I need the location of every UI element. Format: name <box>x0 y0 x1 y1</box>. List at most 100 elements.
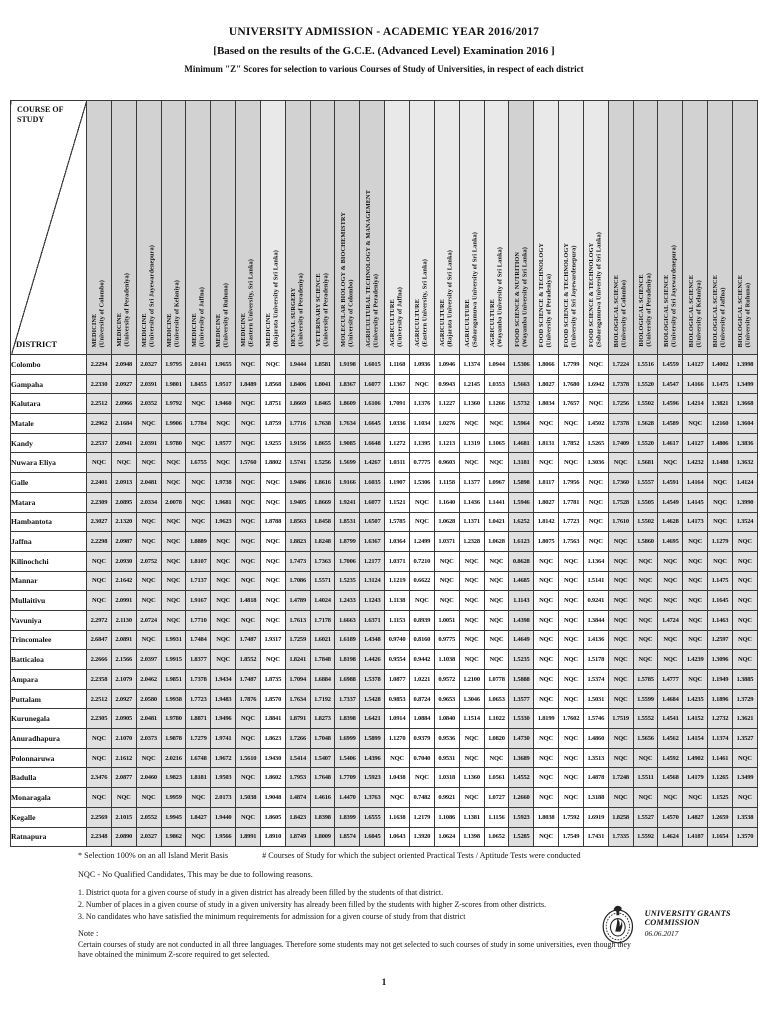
z-score-cell: 0.8628 <box>508 550 535 572</box>
z-score-cell: 1.1475 <box>707 570 733 592</box>
z-score-cell: 1.5552 <box>632 708 659 730</box>
z-score-cell: NQC <box>384 747 410 769</box>
z-score-cell: 1.8669 <box>309 491 336 513</box>
z-score-cell: NQC <box>533 728 560 749</box>
z-score-cell: 1.5256 <box>309 452 336 474</box>
table-header-row: COURSE OF STUDY DISTRICT MEDICINE (Univer… <box>10 100 759 355</box>
z-score-cell: 1.5141 <box>582 570 609 592</box>
z-score-cell: 1.1213 <box>433 432 460 454</box>
z-score-cell: 1.8075 <box>533 531 560 552</box>
z-score-cell: 1.8759 <box>259 413 286 434</box>
ugc-emblem-icon <box>602 905 634 944</box>
z-score-cell: NQC <box>682 669 709 690</box>
z-score-cell: 0.9603 <box>433 452 460 474</box>
z-score-cell: NQC <box>185 511 212 533</box>
z-score-cell: 1.8669 <box>284 393 311 415</box>
z-score-cell: 1.3527 <box>731 728 759 749</box>
z-score-cell: NQC <box>483 590 510 611</box>
z-score-cell: NQC <box>707 491 733 513</box>
district-cell: Hambantota <box>10 511 87 533</box>
z-score-cell: 1.8616 <box>309 472 336 493</box>
z-score-cell: 1.3604 <box>731 413 759 434</box>
z-score-cell: 1.6645 <box>359 413 386 434</box>
z-score-cell: 2.0481 <box>135 708 162 730</box>
z-score-cell: 1.4777 <box>657 669 684 690</box>
z-score-cell: 1.2660 <box>508 787 535 808</box>
z-score-cell: 1.7657 <box>558 393 584 415</box>
z-score-cell: 1.4166 <box>682 373 709 395</box>
z-score-cell: 1.5860 <box>632 531 659 552</box>
z-score-cell: NQC <box>731 550 759 572</box>
z-score-cell: 1.1374 <box>458 354 485 375</box>
z-score-cell: NQC <box>483 649 510 670</box>
z-score-cell: 2.1566 <box>110 649 137 670</box>
logo-text: UNIVERSITY GRANTS COMMISSION 06.06.2017 <box>645 909 768 938</box>
z-score-cell: NQC <box>607 609 634 631</box>
logo-date: 06.06.2017 <box>644 928 679 938</box>
table-row: Hambantota 2.3027 2.1320 NQC NQC NQC 1.9623 NQC… <box>10 511 759 533</box>
z-score-cell: 1.7431 <box>582 826 609 848</box>
z-score-cell: 1.4624 <box>657 826 684 848</box>
z-score-cell: 1.4214 <box>682 393 709 415</box>
z-score-cell: NQC <box>235 472 261 493</box>
z-score-cell: 1.4549 <box>657 491 684 513</box>
note-line-1: Certain courses of study are not conduct… <box>78 940 631 950</box>
z-score-cell: NQC <box>582 472 609 493</box>
z-score-cell: 1.3729 <box>731 688 759 710</box>
table-row: Kalutara 2.2512 2.0966 2.0352 1.9792 NQC 1.946… <box>10 393 759 415</box>
z-score-cell: 0.9536 <box>433 728 460 749</box>
z-score-cell: 1.0778 <box>483 669 510 690</box>
column-header: MEDICINE (University of Peradeniya) <box>110 100 137 355</box>
z-score-cell: NQC <box>185 787 212 808</box>
z-score-cell: 1.8489 <box>235 373 261 395</box>
z-score-cell: 1.5888 <box>508 669 535 690</box>
district-cell: Kegalle <box>10 806 87 828</box>
z-score-cell: 2.0927 <box>110 688 137 710</box>
z-score-cell: 1.8552 <box>235 649 261 670</box>
z-score-cell: 1.8066 <box>533 354 560 375</box>
footnotes: * Selection 100% on an all Island Merit … <box>78 851 754 960</box>
z-score-cell: 1.0727 <box>483 787 510 808</box>
z-score-cell: 1.8273 <box>309 708 336 730</box>
z-score-cell: 2.0173 <box>210 787 237 808</box>
column-header: FOOD SCIENCE & TECHNOLOGY (University of … <box>533 100 560 355</box>
z-score-cell: NQC <box>86 452 112 474</box>
z-score-cell: 1.5520 <box>632 432 659 454</box>
z-score-cell: 1.6919 <box>582 806 609 828</box>
z-score-cell: 1.8655 <box>309 432 336 454</box>
z-score-cell: 2.0891 <box>110 629 137 651</box>
z-score-cell: 1.3821 <box>707 393 733 415</box>
z-score-cell: 1.6123 <box>508 531 535 552</box>
z-score-cell: 1.2499 <box>408 531 435 552</box>
z-score-cell: 1.9405 <box>284 491 311 513</box>
z-score-cell: 1.3689 <box>508 747 535 769</box>
z-score-cell: NQC <box>483 629 510 651</box>
column-header: VETERINARY SCIENCE (University of Peraden… <box>309 100 336 355</box>
z-score-cell: 1.1034 <box>408 413 435 434</box>
z-score-cell: 1.9780 <box>160 708 187 730</box>
z-score-cell: 1.0914 <box>384 708 410 730</box>
z-score-cell: 1.4002 <box>707 354 733 375</box>
z-score-cell: 1.3499 <box>731 767 759 789</box>
z-score-cell: 2.0460 <box>135 767 162 789</box>
z-score-cell: NQC <box>259 590 286 611</box>
z-score-cell: 1.8568 <box>259 373 286 395</box>
z-score-cell: 1.6106 <box>359 393 386 415</box>
z-score-cell: 1.4730 <box>508 728 535 749</box>
z-score-cell: 1.4681 <box>508 432 535 454</box>
z-score-cell: NQC <box>408 373 435 395</box>
z-score-cell: 2.0948 <box>110 354 137 375</box>
z-score-cell: 2.0752 <box>135 550 162 572</box>
z-score-cell: NQC <box>682 550 709 572</box>
z-score-cell: 1.5946 <box>508 491 535 513</box>
table-row: Galle 2.2401 2.0913 2.0481 NQC NQC 1.9738 NQC NQ… <box>10 472 759 493</box>
z-score-cell: NQC <box>657 452 684 474</box>
z-score-cell: 1.0421 <box>483 511 510 533</box>
z-score-cell: 1.2597 <box>707 629 733 651</box>
z-score-cell: 1.7784 <box>185 413 212 434</box>
z-score-cell: 1.4568 <box>657 767 684 789</box>
table-row: Jaffna 2.2298 2.0987 NQC NQC 1.8889 NQC NQC NQC 1… <box>10 531 759 552</box>
z-score-cell: 1.4724 <box>657 609 684 631</box>
z-score-cell: 1.4239 <box>682 649 709 670</box>
z-score-cell: NQC <box>235 491 261 513</box>
